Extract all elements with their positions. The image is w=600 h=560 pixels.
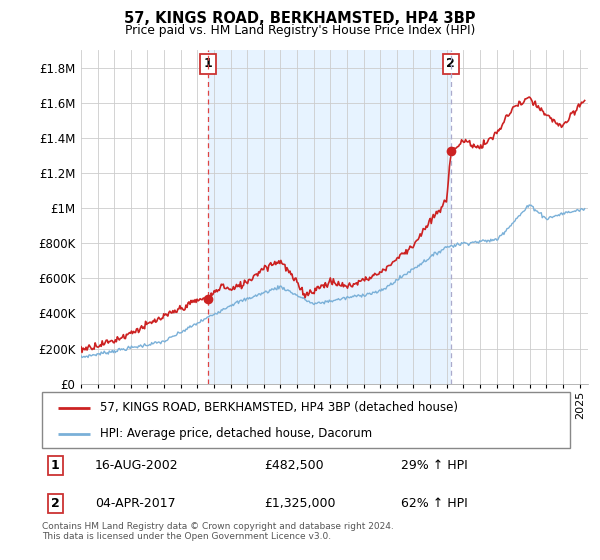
Text: Price paid vs. HM Land Registry's House Price Index (HPI): Price paid vs. HM Land Registry's House … (125, 24, 475, 36)
Text: 29% ↑ HPI: 29% ↑ HPI (401, 459, 468, 472)
Text: 04-APR-2017: 04-APR-2017 (95, 497, 175, 510)
Text: 1: 1 (203, 57, 212, 70)
Text: 57, KINGS ROAD, BERKHAMSTED, HP4 3BP (detached house): 57, KINGS ROAD, BERKHAMSTED, HP4 3BP (de… (100, 401, 458, 414)
Text: 1: 1 (51, 459, 59, 472)
Text: £1,325,000: £1,325,000 (264, 497, 335, 510)
Text: 2: 2 (51, 497, 59, 510)
Text: This data is licensed under the Open Government Licence v3.0.: This data is licensed under the Open Gov… (42, 532, 331, 541)
Text: 57, KINGS ROAD, BERKHAMSTED, HP4 3BP: 57, KINGS ROAD, BERKHAMSTED, HP4 3BP (124, 11, 476, 26)
Text: HPI: Average price, detached house, Dacorum: HPI: Average price, detached house, Daco… (100, 427, 372, 441)
Text: 62% ↑ HPI: 62% ↑ HPI (401, 497, 468, 510)
Text: 2: 2 (446, 57, 455, 70)
Bar (208, 50, 451, 384)
Text: Contains HM Land Registry data © Crown copyright and database right 2024.: Contains HM Land Registry data © Crown c… (42, 522, 394, 531)
Text: 16-AUG-2002: 16-AUG-2002 (95, 459, 178, 472)
FancyBboxPatch shape (42, 392, 570, 448)
Text: £482,500: £482,500 (264, 459, 323, 472)
